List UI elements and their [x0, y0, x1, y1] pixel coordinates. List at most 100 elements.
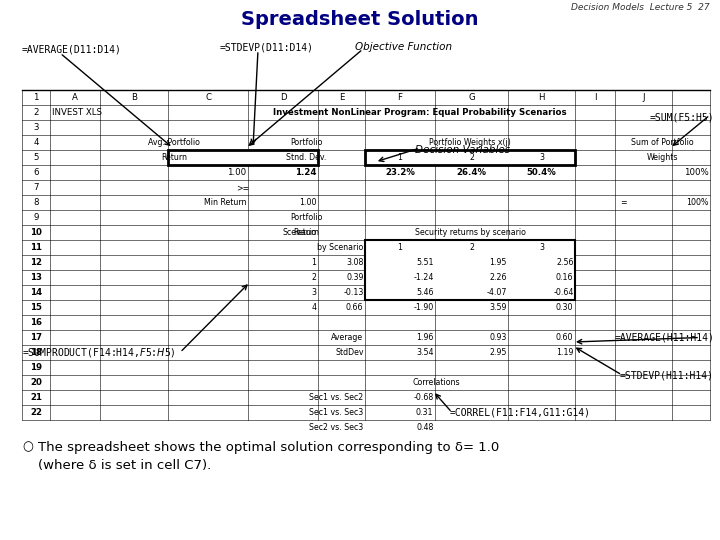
Text: G: G — [468, 93, 475, 102]
Text: 1.96: 1.96 — [416, 333, 433, 342]
Text: =AVERAGE(D11:D14): =AVERAGE(D11:D14) — [22, 45, 122, 55]
Text: =STDEVP(D11:D14): =STDEVP(D11:D14) — [220, 42, 314, 52]
Text: 100%: 100% — [686, 198, 708, 207]
Text: 1: 1 — [397, 153, 402, 162]
Text: 0.39: 0.39 — [346, 273, 364, 282]
Text: -0.64: -0.64 — [553, 288, 574, 297]
Text: Correlations: Correlations — [413, 378, 460, 387]
Text: 6: 6 — [33, 168, 39, 177]
Text: 2: 2 — [469, 243, 474, 252]
Text: 0.48: 0.48 — [416, 423, 433, 432]
Text: J: J — [642, 93, 644, 102]
Text: =AVERAGE(H11:H14): =AVERAGE(H11:H14) — [614, 333, 714, 342]
Text: 20: 20 — [30, 378, 42, 387]
Text: 3.08: 3.08 — [346, 258, 364, 267]
Bar — [22, 90, 710, 420]
Text: 5.51: 5.51 — [416, 258, 433, 267]
Text: 23.2%: 23.2% — [385, 168, 415, 177]
Text: Objective Function: Objective Function — [355, 42, 452, 52]
Text: =SUMPRODUCT(F14:H14,$F$5:$H$5): =SUMPRODUCT(F14:H14,$F$5:$H$5) — [22, 346, 176, 359]
Text: 0.60: 0.60 — [556, 333, 574, 342]
Text: -1.24: -1.24 — [413, 273, 433, 282]
Text: 22: 22 — [30, 408, 42, 417]
Text: Average: Average — [331, 333, 364, 342]
Text: 2.26: 2.26 — [489, 273, 506, 282]
Text: Return: Return — [161, 153, 187, 162]
Text: 9: 9 — [33, 213, 39, 222]
Text: Weights: Weights — [647, 153, 678, 162]
Text: 3.59: 3.59 — [489, 303, 506, 312]
Text: The spreadsheet shows the optimal solution corresponding to δ= 1.0: The spreadsheet shows the optimal soluti… — [38, 441, 499, 454]
Text: ○: ○ — [22, 441, 33, 454]
Text: by Scenario: by Scenario — [318, 243, 364, 252]
Text: Sec1 vs. Sec3: Sec1 vs. Sec3 — [310, 408, 364, 417]
Text: C: C — [205, 93, 211, 102]
Text: Scenario: Scenario — [282, 228, 317, 237]
Text: 0.31: 0.31 — [416, 408, 433, 417]
Text: 5.46: 5.46 — [416, 288, 433, 297]
Text: B: B — [131, 93, 137, 102]
Text: 3: 3 — [33, 123, 39, 132]
Text: 7: 7 — [33, 183, 39, 192]
Text: H: H — [539, 93, 545, 102]
Text: 15: 15 — [30, 303, 42, 312]
Text: Return: Return — [294, 228, 320, 237]
Text: 1: 1 — [33, 93, 39, 102]
Text: 16: 16 — [30, 318, 42, 327]
Text: Spreadsheet Solution: Spreadsheet Solution — [241, 10, 479, 29]
Text: 14: 14 — [30, 288, 42, 297]
Text: 8: 8 — [33, 198, 39, 207]
Text: StdDev: StdDev — [335, 348, 364, 357]
Text: -1.90: -1.90 — [413, 303, 433, 312]
Text: 2: 2 — [312, 273, 317, 282]
Text: 1.95: 1.95 — [489, 258, 506, 267]
Text: Min Return: Min Return — [204, 198, 246, 207]
Text: 100%: 100% — [684, 168, 708, 177]
Text: Portfolio: Portfolio — [290, 213, 323, 222]
Text: 1.24: 1.24 — [295, 168, 317, 177]
Text: =SUM(F5:H5): =SUM(F5:H5) — [649, 113, 714, 123]
Text: Sec1 vs. Sec2: Sec1 vs. Sec2 — [310, 393, 364, 402]
Text: 4: 4 — [312, 303, 317, 312]
Text: A: A — [72, 93, 78, 102]
Text: 2.95: 2.95 — [489, 348, 506, 357]
Text: >=: >= — [236, 183, 250, 192]
Text: 50.4%: 50.4% — [526, 168, 557, 177]
Text: Avg. Portfolio: Avg. Portfolio — [148, 138, 200, 147]
Text: F: F — [397, 93, 402, 102]
Text: 1: 1 — [397, 243, 402, 252]
Text: Investment NonLinear Program: Equal Probability Scenarios: Investment NonLinear Program: Equal Prob… — [273, 108, 567, 117]
Text: (where δ is set in cell C7).: (where δ is set in cell C7). — [38, 458, 211, 471]
Text: Sum of Portfolio: Sum of Portfolio — [631, 138, 694, 147]
Text: 3: 3 — [312, 288, 317, 297]
Text: I: I — [594, 93, 596, 102]
Text: 0.16: 0.16 — [556, 273, 574, 282]
Text: 17: 17 — [30, 333, 42, 342]
Text: -4.07: -4.07 — [486, 288, 506, 297]
Text: 13: 13 — [30, 273, 42, 282]
Text: =CORREL(F11:F14,G11:G14): =CORREL(F11:F14,G11:G14) — [450, 408, 591, 417]
Text: 1.00: 1.00 — [299, 198, 317, 207]
Text: 5: 5 — [33, 153, 39, 162]
Text: 19: 19 — [30, 363, 42, 372]
Text: 12: 12 — [30, 258, 42, 267]
Text: Portfolio: Portfolio — [290, 138, 323, 147]
Text: 0.93: 0.93 — [489, 333, 506, 342]
Text: 3.54: 3.54 — [416, 348, 433, 357]
Text: 1: 1 — [312, 258, 317, 267]
Text: D: D — [279, 93, 287, 102]
Text: Decision Models  Lecture 5  27: Decision Models Lecture 5 27 — [572, 3, 710, 12]
Text: =: = — [620, 198, 627, 207]
Text: 10: 10 — [30, 228, 42, 237]
Text: 0.30: 0.30 — [556, 303, 574, 312]
Text: Stnd. Dev.: Stnd. Dev. — [287, 153, 327, 162]
Text: =STDEVP(H11:H14): =STDEVP(H11:H14) — [620, 370, 714, 380]
Text: 2.56: 2.56 — [556, 258, 574, 267]
Bar — [365, 240, 575, 300]
Text: 21: 21 — [30, 393, 42, 402]
Text: 3: 3 — [539, 243, 544, 252]
Text: Sec2 vs. Sec3: Sec2 vs. Sec3 — [310, 423, 364, 432]
Text: 1.00: 1.00 — [228, 168, 246, 177]
Text: 2: 2 — [33, 108, 39, 117]
Text: -0.68: -0.68 — [413, 393, 433, 402]
